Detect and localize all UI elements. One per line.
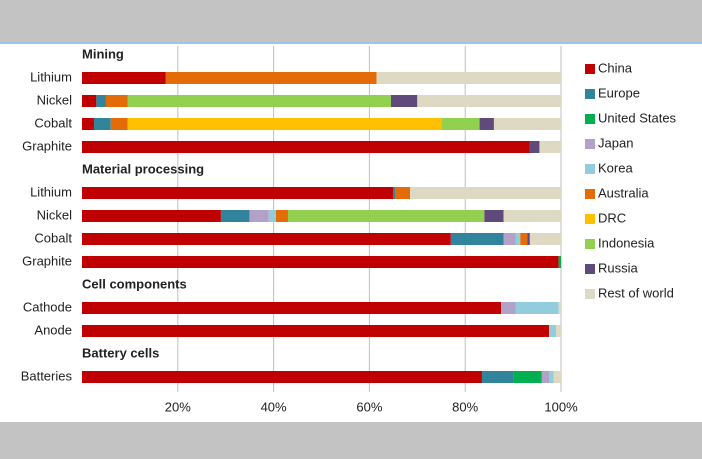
bar-segment [515,302,559,314]
bar-segment [82,302,502,314]
legend-swatch [585,64,595,74]
bar-segment [558,256,561,268]
y-tick-label: Nickel [37,92,73,107]
bar-segment [165,72,377,84]
bar-segment [520,233,528,245]
bar-segment [82,371,482,383]
bar-segment [82,233,451,245]
bar-segment [484,210,504,222]
legend-label: Japan [598,135,633,150]
group-label: Mining [82,46,124,61]
legend-swatch [585,189,595,199]
bar-segment [549,371,554,383]
bar-segment [390,95,418,107]
bar-segment [539,141,561,153]
bar-segment [558,302,561,314]
legend-label: Australia [598,185,649,200]
bar-segment [515,233,521,245]
bar-segment [82,118,94,130]
y-tick-label: Anode [34,322,72,337]
bar-segment [410,187,561,199]
legend-swatch [585,89,595,99]
group-label: Cell components [82,276,187,291]
bar-segment [450,233,504,245]
bar-segment [529,141,540,153]
bar-segment [549,325,557,337]
bar-segment [82,141,530,153]
legend-swatch [585,139,595,149]
bar-segment [275,210,288,222]
bottom-band [0,422,702,459]
bar-segment [556,325,561,337]
bar-segment [493,118,561,130]
bar-segment [127,95,391,107]
x-tick-label: 20% [165,399,191,414]
bar-segment [82,256,559,268]
legend-label: DRC [598,210,626,225]
y-tick-label: Batteries [21,368,73,383]
y-tick-label: Lithium [30,69,72,84]
legend-swatch [585,214,595,224]
bar-segment [82,95,97,107]
bar-segment [513,371,542,383]
bar-segment [503,233,516,245]
bar-segment [395,187,411,199]
legend-swatch [585,289,595,299]
bar-segment [82,72,166,84]
legend-label: Rest of world [598,285,674,300]
bar-segment [220,210,250,222]
y-tick-label: Graphite [22,253,72,268]
y-tick-label: Cobalt [34,115,72,130]
y-tick-label: Cobalt [34,230,72,245]
bar-segment [479,118,494,130]
bar-segment [441,118,480,130]
bar-segment [501,302,516,314]
x-tick-label: 80% [452,399,478,414]
bar-segment [393,187,396,199]
bar-segment [110,118,128,130]
y-tick-label: Cathode [23,299,72,314]
bar-segment [541,371,550,383]
legend-label: Europe [598,85,640,100]
bar-segment [93,118,111,130]
bars [82,72,561,383]
legend-label: Russia [598,260,639,275]
bar-segment [481,371,514,383]
x-tick-label: 100% [544,399,578,414]
x-tick-label: 40% [261,399,287,414]
legend-label: Indonesia [598,235,655,250]
x-tick-label: 60% [356,399,382,414]
bar-segment [127,118,442,130]
legend-swatch [585,164,595,174]
legend-swatch [585,114,595,124]
bar-segment [82,187,394,199]
bar-segment [82,325,550,337]
top-band [0,0,702,42]
bar-segment [527,233,530,245]
bar-segment [529,233,561,245]
legend-label: Korea [598,160,633,175]
y-tick-label: Lithium [30,184,72,199]
legend-label: China [598,60,633,75]
legend-label: United States [598,110,677,125]
bar-segment [503,210,561,222]
top-rule [0,42,702,44]
legend-swatch [585,239,595,249]
bar-segment [268,210,276,222]
bar-segment [287,210,485,222]
group-label: Material processing [82,161,204,176]
bar-segment [82,210,221,222]
bar-segment [553,371,561,383]
group-label: Battery cells [82,345,159,360]
y-tick-label: Graphite [22,138,72,153]
legend-swatch [585,264,595,274]
y-tick-label: Nickel [37,207,73,222]
bar-segment [96,95,106,107]
bar-segment [376,72,561,84]
bar-segment [249,210,269,222]
bar-segment [105,95,128,107]
bar-segment [417,95,561,107]
